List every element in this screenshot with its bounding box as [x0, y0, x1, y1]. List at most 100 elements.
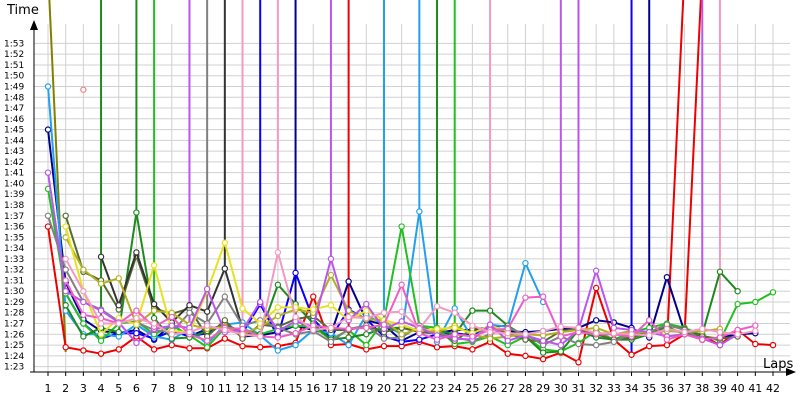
- x-tick-label: 39: [713, 382, 727, 395]
- data-point: [239, 331, 246, 338]
- y-tick-label: 1:38: [4, 201, 24, 211]
- data-point: [557, 341, 565, 349]
- data-point: [115, 320, 122, 327]
- data-point: [416, 336, 423, 343]
- data-point: [769, 289, 777, 296]
- y-tick-label: 1:42: [4, 158, 24, 168]
- data-point: [646, 342, 653, 350]
- data-point: [663, 341, 671, 349]
- x-tick-label: 6: [133, 382, 140, 395]
- x-tick-label: 27: [501, 382, 515, 395]
- x-tick-label: 31: [571, 382, 585, 395]
- series-line-1: [47, 226, 774, 364]
- data-point: [486, 335, 494, 342]
- data-point: [221, 326, 229, 334]
- data-point: [469, 322, 476, 329]
- data-point: [398, 223, 405, 230]
- data-point: [716, 341, 724, 349]
- data-point: [186, 345, 193, 352]
- data-point: [539, 293, 547, 300]
- data-point: [575, 324, 582, 332]
- data-point: [363, 314, 370, 322]
- y-axis-ticks: 1:231:241:251:261:271:281:291:301:311:32…: [4, 39, 24, 372]
- data-point: [168, 313, 175, 321]
- data-point: [486, 307, 494, 314]
- x-axis-title: Laps: [763, 357, 793, 372]
- x-tick-label: 17: [324, 382, 338, 395]
- data-point: [62, 277, 69, 284]
- data-point: [62, 223, 69, 230]
- data-point: [203, 322, 211, 329]
- x-tick-label: 36: [660, 382, 674, 395]
- data-point: [363, 307, 370, 314]
- data-point: [734, 331, 741, 338]
- data-point: [398, 281, 405, 288]
- data-point: [734, 300, 741, 308]
- data-point: [557, 333, 565, 340]
- data-point: [256, 333, 264, 340]
- x-tick-label: 14: [271, 382, 285, 395]
- data-point: [592, 324, 600, 332]
- data-point: [168, 322, 175, 329]
- y-tick-label: 1:33: [4, 255, 24, 265]
- data-point: [398, 308, 405, 315]
- x-tick-label: 40: [731, 382, 745, 395]
- x-tick-label: 16: [306, 382, 320, 395]
- x-tick-label: 7: [151, 382, 158, 395]
- data-point: [221, 265, 229, 272]
- data-point: [628, 351, 635, 358]
- data-point: [539, 337, 547, 344]
- data-point: [469, 333, 476, 340]
- data-point: [575, 340, 582, 348]
- data-point: [557, 323, 565, 330]
- y-axis-title: Time: [6, 3, 39, 18]
- data-point: [752, 298, 759, 306]
- data-point: [451, 309, 458, 316]
- x-tick-label: 33: [607, 382, 621, 395]
- data-point: [716, 268, 724, 276]
- data-point: [203, 344, 211, 351]
- data-point: [469, 346, 476, 353]
- y-tick-label: 1:39: [4, 190, 24, 200]
- y-tick-label: 1:29: [4, 298, 24, 308]
- y-tick-label: 1:43: [4, 147, 24, 157]
- data-point: [203, 308, 211, 315]
- data-point: [592, 284, 600, 292]
- data-point: [133, 307, 140, 314]
- data-point: [239, 325, 246, 333]
- data-point: [80, 333, 87, 340]
- data-point: [186, 302, 193, 309]
- data-point: [522, 259, 529, 267]
- data-point: [398, 318, 405, 325]
- data-point: [80, 298, 87, 306]
- data-point: [62, 287, 69, 295]
- data-point: [327, 338, 335, 346]
- data-point: [433, 325, 441, 333]
- data-point: [433, 344, 441, 351]
- data-point: [345, 325, 352, 333]
- data-point: [80, 320, 87, 327]
- x-tick-label: 26: [483, 382, 497, 395]
- data-point: [44, 223, 52, 230]
- data-point: [239, 305, 246, 312]
- data-point: [716, 328, 724, 336]
- series-spike: [48, 0, 67, 353]
- data-point: [292, 313, 299, 321]
- data-point: [274, 281, 282, 288]
- x-tick-label: 30: [554, 382, 568, 395]
- x-tick-label: 20: [377, 382, 391, 395]
- x-tick-label: 3: [80, 382, 87, 395]
- data-point: [274, 327, 282, 335]
- data-point: [221, 293, 229, 300]
- y-tick-label: 1:53: [4, 39, 24, 49]
- x-tick-label: 28: [518, 382, 532, 395]
- data-point: [663, 325, 671, 333]
- data-point: [310, 326, 317, 334]
- data-point: [504, 330, 511, 337]
- series-line-13: [47, 172, 739, 347]
- data-point: [681, 328, 688, 336]
- data-point: [115, 346, 122, 353]
- data-point: [133, 314, 140, 322]
- data-point: [363, 324, 370, 332]
- data-point: [433, 336, 441, 343]
